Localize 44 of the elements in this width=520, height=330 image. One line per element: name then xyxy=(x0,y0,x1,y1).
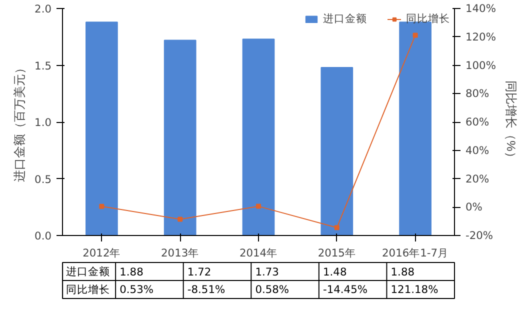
y-tick-label: 2.0 xyxy=(34,2,52,16)
y2-tick-label: 40% xyxy=(466,144,490,157)
y-tick-label: 1.5 xyxy=(34,59,52,72)
point xyxy=(256,204,261,209)
bar xyxy=(399,22,432,236)
y2-tick-label: 80% xyxy=(466,87,490,100)
y-axis-title: 进口金额（百万美元） xyxy=(12,62,27,182)
data-label: 121.18% xyxy=(390,283,438,296)
data-label: 1.48 xyxy=(322,266,347,278)
x-tick-label: 2013年 xyxy=(161,246,200,260)
y-tick-label: 0.5 xyxy=(34,172,52,186)
data-label: 1.88 xyxy=(390,266,415,278)
bar xyxy=(86,22,118,236)
data-label: 0.58% xyxy=(255,283,290,296)
bar xyxy=(164,40,196,236)
data-label: 0.53% xyxy=(120,283,154,296)
y2-tick-label: 20% xyxy=(466,172,490,186)
text: 同比增长 xyxy=(66,283,110,296)
x-tick-label: 2012年 xyxy=(82,246,121,260)
x-tick-label: 2015年 xyxy=(318,246,356,260)
text: 进口金额 xyxy=(66,265,110,278)
data-label: 1.88 xyxy=(120,266,144,278)
y-tick-label: 1.0 xyxy=(34,116,52,129)
x-tick-label: 2014年 xyxy=(239,246,278,260)
y2-tick-label: -20% xyxy=(466,229,494,242)
data-label: 1.72 xyxy=(187,266,212,278)
point xyxy=(334,225,340,230)
data-label: -8.51% xyxy=(187,283,226,296)
y-tick-label: 0.0 xyxy=(34,230,52,242)
point xyxy=(99,204,104,209)
y2-axis-title: 同比增长（%） xyxy=(504,80,518,164)
data-label: 1.73 xyxy=(255,266,279,278)
data-label: -14.45% xyxy=(322,283,368,296)
y2-tick-label: 60% xyxy=(466,116,490,128)
bar xyxy=(320,67,354,236)
x-tick-label: 2016年1-7月 xyxy=(382,246,449,260)
y2-tick-label: 140% xyxy=(466,2,496,15)
bar xyxy=(242,38,275,236)
y2-tick-label: 100% xyxy=(466,58,496,72)
y2-tick-label: 0% xyxy=(466,200,482,214)
legend-label: 进口金额 xyxy=(323,12,367,26)
point xyxy=(412,32,418,38)
point xyxy=(178,216,183,222)
y2-tick-label: 120% xyxy=(466,30,496,44)
